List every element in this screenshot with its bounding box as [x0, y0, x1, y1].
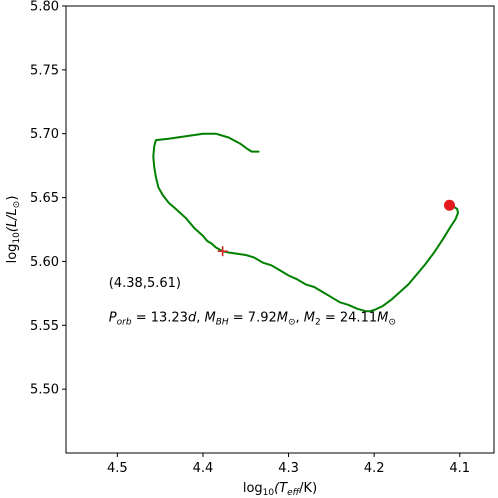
axes-frame — [65, 5, 495, 454]
y-tick-label: 5.50 — [30, 383, 59, 398]
evolution-track-line — [152, 132, 459, 313]
y-tick-label: 5.65 — [30, 191, 59, 206]
markers — [217, 199, 455, 257]
end-point-marker — [443, 199, 455, 211]
y-tick-label: 5.60 — [30, 255, 59, 270]
y-tick-label: 5.55 — [30, 319, 59, 334]
x-tick-label: 4.2 — [364, 461, 385, 476]
x-tick-label: 4.4 — [193, 461, 214, 476]
x-axis-ticks: 4.5 4.4 4.3 4.2 4.1 — [107, 453, 470, 476]
y-axis-ticks: 5.50 5.55 5.60 5.65 5.70 5.75 5.80 — [30, 0, 66, 398]
x-tick-label: 4.5 — [107, 461, 128, 476]
y-axis-title: log10(L/L⊙) — [5, 196, 22, 264]
plot-area — [65, 5, 495, 454]
y-tick-label: 5.70 — [30, 127, 59, 142]
x-axis-title: log10(Teff/K) — [243, 481, 317, 498]
coordinates-annotation: (4.38,5.61) — [109, 276, 181, 291]
y-tick-label: 5.75 — [30, 63, 59, 78]
y-tick-label: 5.80 — [30, 0, 59, 15]
x-tick-label: 4.3 — [278, 461, 299, 476]
binary-parameters-annotation: Porb = 13.23d, MBH = 7.92M⊙, M2 = 24.11M… — [109, 310, 396, 327]
current-position-marker — [217, 246, 228, 257]
x-tick-label: 4.1 — [449, 461, 470, 476]
